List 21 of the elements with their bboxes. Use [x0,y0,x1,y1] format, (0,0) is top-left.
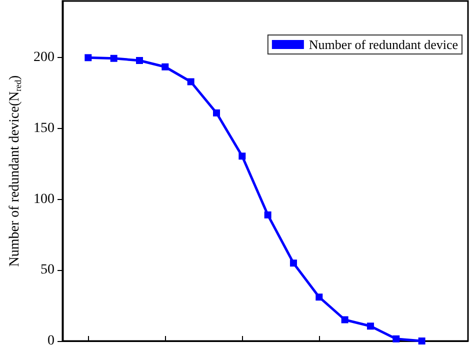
point [264,211,272,218]
point [316,294,323,301]
y-tick-label: 0 [48,334,54,348]
point [136,57,143,64]
point [341,316,348,324]
point [366,322,374,330]
point [238,152,246,160]
point [212,109,220,116]
point [84,54,92,62]
point [290,260,297,267]
point [110,54,118,62]
y-tick-label: 100 [34,192,54,207]
y-tick-label: 50 [40,262,54,278]
point [392,335,400,342]
y-axis-title: Number of redundant device(Nred) [8,74,23,267]
y-tick-label: 200 [34,50,54,66]
point [418,338,426,344]
legend-label: Number of redundant device [308,37,458,52]
y-tick-label: 150 [34,121,54,136]
point [187,78,194,86]
point [162,63,169,70]
